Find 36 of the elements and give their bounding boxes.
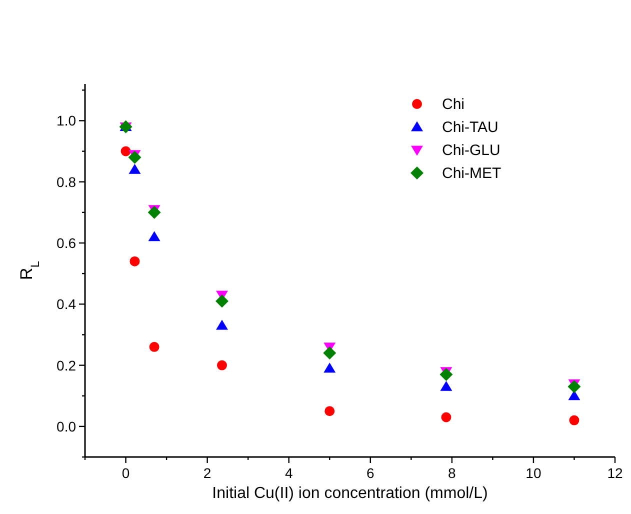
point [324,362,336,373]
y-tick-label: 0.6 [56,234,76,251]
point [440,380,452,391]
point [440,368,453,381]
point [148,206,161,219]
legend-label: Chi-MET [442,165,502,182]
point [216,360,227,370]
x-tick-label: 4 [284,465,293,481]
point [130,256,140,266]
x-tick-label: 8 [448,465,456,481]
point [568,380,581,394]
x-tick-label: 10 [526,465,542,481]
point [149,342,160,352]
legend-label: Chi-TAU [442,119,498,136]
legend-label: Chi-GLU [442,142,500,159]
x-axis-title: Initial Cu(II) ion concentration (mmol/L) [212,485,488,502]
y-tick-label: 0.2 [56,357,76,374]
point [441,412,452,422]
point [148,231,160,242]
text: 1.0 [56,112,76,129]
point [128,150,142,164]
point [323,346,336,360]
y-tick-label: 0.4 [56,296,76,312]
point [128,164,141,174]
point [324,406,335,416]
point [215,294,228,308]
point [216,320,228,330]
text: 0.0 [56,418,76,434]
x-tick-label: 6 [366,465,374,481]
legend-label: Chi [442,96,465,113]
x-tick-label: 12 [607,465,623,481]
point [569,415,580,426]
x-tick-label: 0 [122,465,130,481]
y-tick-label: 0.8 [56,174,76,190]
x-tick-label: 2 [203,465,212,481]
point [120,146,131,156]
